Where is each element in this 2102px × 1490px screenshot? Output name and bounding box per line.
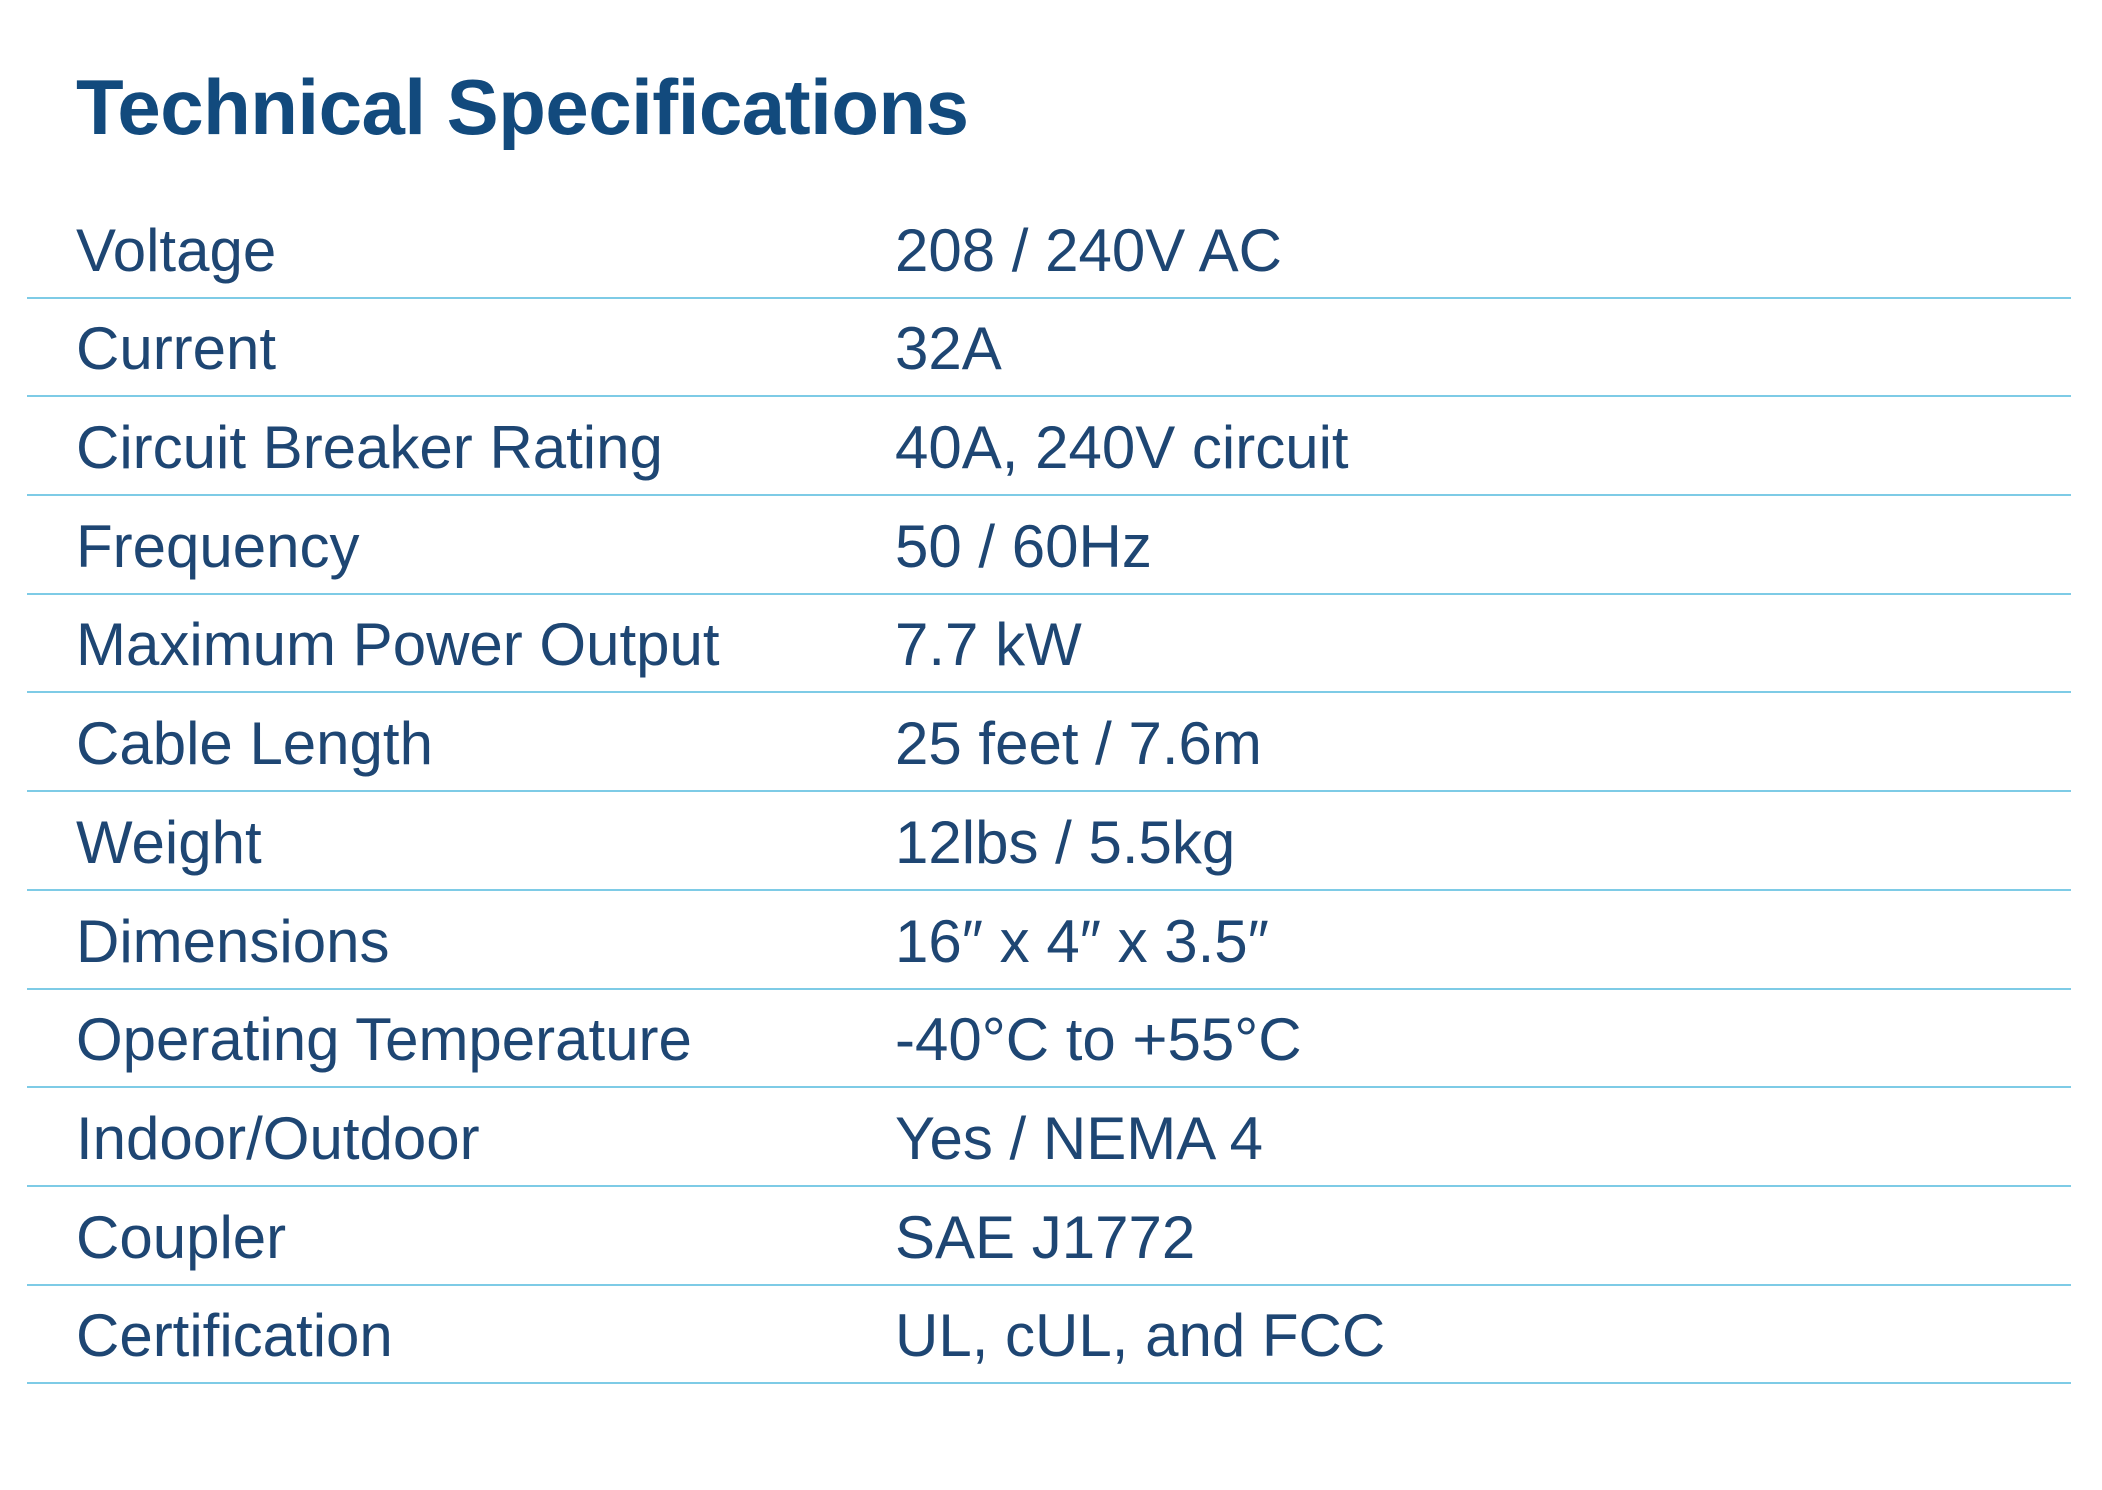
spec-value: 32A [895, 315, 1002, 383]
spec-row: Weight 12lbs / 5.5kg [27, 792, 2071, 891]
spec-label: Maximum Power Output [76, 611, 720, 679]
spec-label: Indoor/Outdoor [76, 1104, 480, 1172]
spec-label: Certification [76, 1302, 393, 1370]
spec-row: Indoor/Outdoor Yes / NEMA 4 [27, 1088, 2071, 1187]
spec-value: 12lbs / 5.5kg [895, 808, 1236, 876]
spec-value: SAE J1772 [895, 1203, 1196, 1271]
spec-row: Current 32A [27, 299, 2071, 398]
spec-label: Dimensions [76, 907, 390, 975]
spec-row: Maximum Power Output 7.7 kW [27, 595, 2071, 694]
spec-row: Voltage 208 / 240V AC [27, 200, 2071, 299]
title: Technical Specifications [76, 63, 969, 151]
spec-row: Dimensions 16″ x 4″ x 3.5″ [27, 891, 2071, 990]
spec-row: Certification UL, cUL, and FCC [27, 1286, 2071, 1385]
spec-value: 16″ x 4″ x 3.5″ [895, 907, 1269, 975]
spec-label: Operating Temperature [76, 1006, 692, 1074]
spec-value: 25 feet / 7.6m [895, 710, 1262, 778]
spec-label: Weight [76, 808, 262, 876]
spec-label: Cable Length [76, 710, 433, 778]
spec-label: Frequency [76, 512, 360, 580]
spec-label: Coupler [76, 1203, 287, 1271]
spec-label: Circuit Breaker Rating [76, 414, 663, 482]
spec-row: Frequency 50 / 60Hz [27, 496, 2071, 595]
spec-value: 40A, 240V circuit [895, 414, 1349, 482]
spec-value: -40°C to +55°C [895, 1006, 1302, 1074]
spec-label: Current [76, 315, 277, 383]
spec-value: Yes / NEMA 4 [895, 1104, 1263, 1172]
spec-row: Operating Temperature -40°C to +55°C [27, 990, 2071, 1089]
spec-label: Voltage [76, 216, 277, 284]
spec-value: UL, cUL, and FCC [895, 1302, 1386, 1370]
spec-row: Circuit Breaker Rating 40A, 240V circuit [27, 397, 2071, 497]
spec-row: Cable Length 25 feet / 7.6m [27, 693, 2071, 793]
spec-value: 7.7 kW [895, 611, 1082, 679]
spec-value: 50 / 60Hz [895, 512, 1152, 580]
spec-table: Voltage 208 / 240V AC Current 32A Circuit Br… [27, 200, 2071, 1385]
spec-value: 208 / 240V AC [895, 216, 1282, 284]
spec-row: Coupler SAE J1772 [27, 1187, 2071, 1286]
